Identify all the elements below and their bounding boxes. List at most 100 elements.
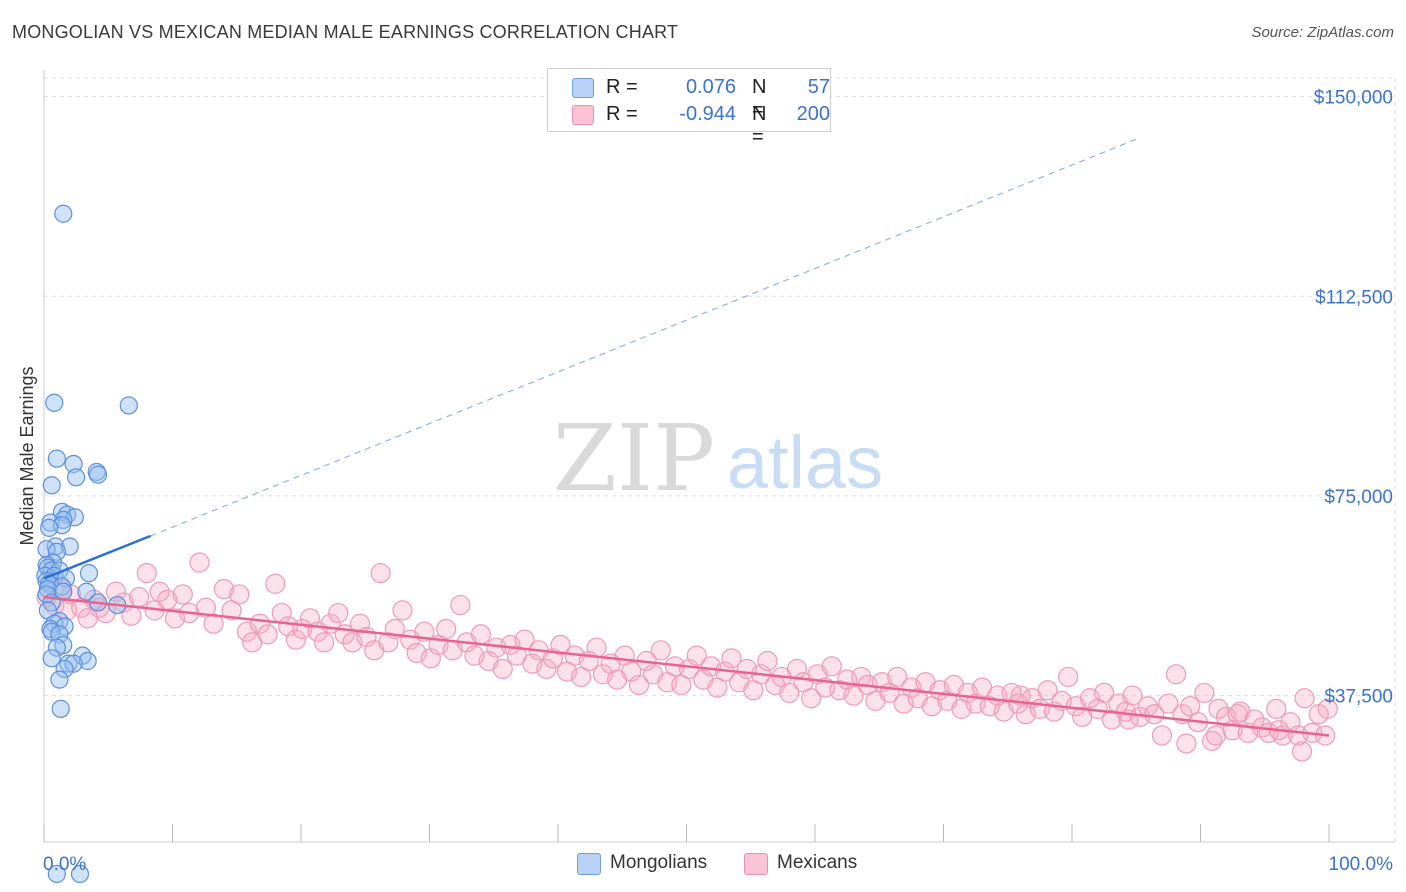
mexican-point (1165, 664, 1187, 685)
mongolian-point (45, 393, 64, 412)
bottom-legend-label: Mexicans (777, 852, 858, 873)
mexican-point (1151, 725, 1173, 746)
mexican-point (1201, 730, 1223, 751)
mongolian-point (40, 518, 59, 537)
mexican-point (314, 632, 335, 653)
legend-n-label: N = (752, 103, 767, 148)
mongolian-point (55, 659, 74, 679)
mexican-point (1176, 733, 1197, 754)
mexican-point (1058, 666, 1079, 688)
mexican-point (801, 688, 822, 709)
mongolians-trend-line (43, 534, 152, 580)
legend-swatch-pink (572, 105, 594, 125)
mexican-point (887, 666, 908, 688)
mexican-point (370, 563, 391, 584)
mexican-point (172, 584, 193, 605)
correlation-legend: R = 0.076 N = 57 R = -0.944 N = 200 (547, 68, 831, 148)
legend-r-value: -0.944 (679, 103, 736, 125)
legend-r-label: R = (606, 103, 638, 125)
mexican-point (628, 674, 650, 696)
bottom-legend-label: Mongolians (610, 852, 708, 873)
mongolians-trend-dashed (150, 138, 1137, 537)
watermark-atlas: atlas (727, 421, 883, 504)
mexican-point (1317, 698, 1338, 719)
mongolian-point (51, 699, 70, 718)
mongolian-point (47, 449, 66, 468)
mongolian-point (64, 454, 83, 474)
mexican-point (843, 685, 864, 706)
axis-labels: $37,500 $75,000 $112,500 $150,000 0.0% 100.0%… (17, 88, 1393, 875)
mongolian-point (47, 638, 66, 657)
mexican-point (1010, 685, 1031, 706)
y-tick-label: $37,500 (1324, 687, 1393, 708)
mexican-point (1094, 682, 1115, 704)
mexican-point (470, 624, 491, 645)
mongolian-point (77, 582, 96, 601)
trend-lines (43, 138, 1330, 737)
legend-n-label: N = (752, 76, 767, 121)
mexican-point (229, 584, 250, 605)
mongolian-point (50, 670, 69, 689)
mexican-point (1266, 698, 1287, 719)
mexican-point (550, 634, 571, 656)
mongolian-point (78, 651, 97, 671)
legend-r-label: R = (606, 76, 638, 98)
mexican-point (265, 573, 286, 594)
y-axis-label: Median Male Earnings (17, 366, 37, 545)
mongolian-point (119, 396, 138, 415)
mexican-point (1194, 682, 1215, 704)
mongolians-points (36, 204, 138, 884)
mexican-point (105, 581, 127, 602)
mexican-point (128, 586, 150, 608)
mexican-point (1122, 685, 1143, 706)
mongolian-point (42, 476, 61, 495)
mongolian-point (70, 864, 90, 884)
mexican-point (213, 579, 234, 600)
mexican-point (436, 618, 457, 640)
mexican-point (392, 600, 413, 621)
mongolian-point (67, 468, 86, 487)
mexican-point (378, 632, 399, 653)
mongolian-point (54, 204, 73, 223)
x-tick-label: 0.0% (43, 854, 86, 875)
mexican-point (285, 629, 306, 650)
mexican-point (1227, 704, 1248, 725)
y-tick-label: $150,000 (1314, 88, 1393, 109)
mongolian-point (79, 564, 99, 583)
mexicans-trend-line (43, 595, 1330, 737)
mongolian-point (64, 654, 83, 673)
mongolian-point (50, 625, 69, 644)
mexican-point (492, 658, 513, 680)
mexican-point (586, 637, 607, 658)
legend-n-value: 57 (807, 76, 830, 98)
mongolian-point (47, 864, 66, 884)
mongolian-point (47, 542, 66, 561)
mexican-point (757, 650, 778, 672)
mexican-point (821, 656, 842, 677)
mexican-point (1291, 741, 1313, 762)
mexican-point (189, 552, 210, 573)
mongolian-point (42, 649, 61, 668)
chart-title: MONGOLIAN VS MEXICAN MEDIAN MALE EARNING… (12, 22, 679, 42)
zipatlas-watermark: ZIP atlas (553, 405, 883, 512)
mexican-point (136, 563, 157, 584)
bottom-legend-swatch-pink (744, 853, 768, 875)
bottom-legend-swatch-blue (577, 853, 601, 875)
mexican-point (257, 624, 278, 645)
mexican-point (450, 594, 471, 616)
mongolian-point (88, 465, 108, 484)
mexicans-points (36, 552, 1338, 762)
mexican-point (686, 645, 707, 666)
y-tick-label: $75,000 (1324, 487, 1393, 508)
y-tick-label: $112,500 (1315, 287, 1393, 308)
mexican-point (350, 613, 371, 634)
mexican-point (328, 602, 349, 624)
legend-r-value: 0.076 (685, 76, 736, 98)
mexican-point (536, 658, 557, 680)
watermark-zip: ZIP (553, 405, 715, 512)
x-tick-label: 100.0% (1329, 854, 1394, 875)
mexican-point (1037, 680, 1058, 701)
mexican-point (1205, 725, 1227, 746)
source-label: Source: ZipAtlas.com (1251, 24, 1394, 41)
mexican-point (1144, 704, 1165, 725)
